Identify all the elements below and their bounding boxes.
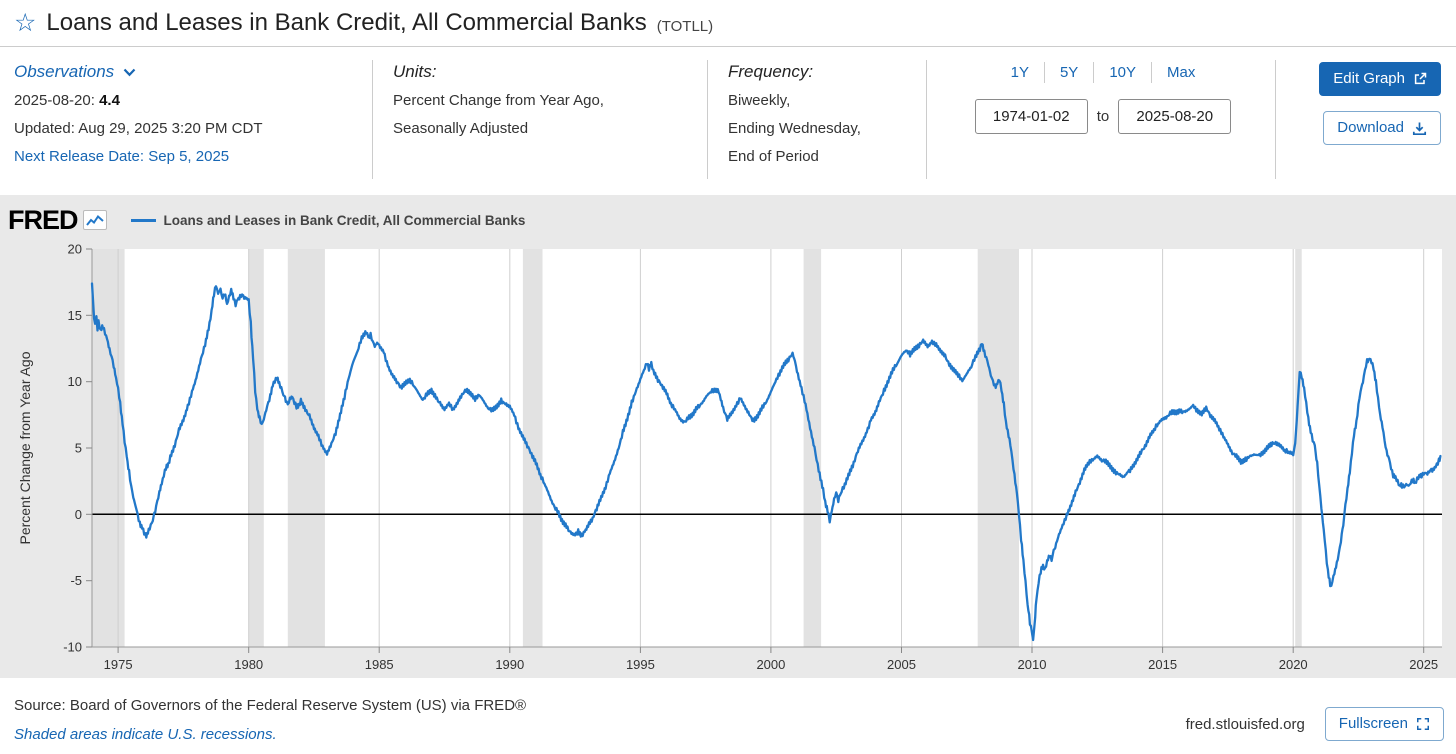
range-selector: 1Y 5Y 10Y Max — [941, 62, 1265, 83]
divider — [1275, 60, 1276, 179]
frequency-line: End of Period — [728, 147, 819, 165]
fred-logo[interactable]: FRED — [8, 205, 107, 236]
chart-panel: FRED Loans and Leases in Bank Credit, Al… — [0, 195, 1456, 678]
svg-text:2020: 2020 — [1279, 657, 1308, 672]
footer-right: fred.stlouisfed.org Fullscreen — [1186, 707, 1444, 743]
fullscreen-label: Fullscreen — [1338, 715, 1408, 732]
svg-text:2025: 2025 — [1409, 657, 1438, 672]
svg-text:5: 5 — [75, 441, 82, 456]
svg-text:-5: -5 — [70, 573, 82, 588]
range-10y-link[interactable]: 10Y — [1109, 64, 1137, 81]
legend-line-swatch — [130, 218, 156, 222]
source-text: Source: Board of Governors of the Federa… — [14, 697, 527, 715]
units-line: Seasonally Adjusted — [393, 119, 529, 137]
svg-text:2005: 2005 — [887, 657, 916, 672]
svg-text:0: 0 — [75, 507, 82, 522]
date-range-inputs: to — [941, 99, 1265, 134]
units-label: Units: — [393, 62, 437, 81]
latest-observation-date: 2025-08-20: — [14, 92, 95, 109]
svg-text:20: 20 — [68, 242, 82, 257]
svg-text:2010: 2010 — [1018, 657, 1047, 672]
fred-sparkline-icon — [82, 210, 107, 230]
chart-legend[interactable]: Loans and Leases in Bank Credit, All Com… — [130, 212, 526, 228]
edit-graph-label: Edit Graph — [1333, 70, 1405, 87]
latest-observation: 2025-08-20: 4.4 — [14, 92, 356, 111]
svg-text:1980: 1980 — [234, 657, 263, 672]
favorite-star-icon[interactable]: ☆ — [14, 8, 37, 37]
external-link-icon — [1414, 72, 1427, 85]
divider — [1043, 62, 1045, 83]
recessions-note-link[interactable]: Shaded areas indicate U.S. recessions. — [14, 726, 277, 743]
series-info-bar: Observations 2025-08-20: 4.4 Updated: Au… — [0, 47, 1456, 195]
date-range-section: 1Y 5Y 10Y Max to — [927, 60, 1275, 179]
range-5y-link[interactable]: 5Y — [1059, 64, 1079, 81]
fred-logo-text: FRED — [8, 204, 78, 235]
divider — [1151, 62, 1153, 83]
svg-text:-10: -10 — [63, 640, 82, 655]
svg-text:2015: 2015 — [1148, 657, 1177, 672]
svg-text:Percent Change from Year Ago: Percent Change from Year Ago — [17, 351, 33, 544]
frequency-section: Frequency: Biweekly, Ending Wednesday, E… — [708, 60, 926, 179]
divider — [372, 60, 373, 179]
download-label: Download — [1337, 119, 1404, 136]
range-1y-link[interactable]: 1Y — [1010, 64, 1029, 81]
next-release-link[interactable]: Next Release Date: Sep 5, 2025 — [14, 147, 230, 165]
chart-header: FRED Loans and Leases in Bank Credit, Al… — [0, 205, 1456, 235]
chart-plot[interactable]: 1975 1980 1985 1990 1995 2000 2005 2010 2015 2020… — [0, 235, 1456, 678]
divider — [1093, 62, 1095, 83]
svg-text:1985: 1985 — [365, 657, 394, 672]
edit-graph-button[interactable]: Edit Graph — [1319, 62, 1441, 96]
start-date-input[interactable] — [974, 99, 1088, 134]
series-ticker: (TOTLL) — [656, 17, 714, 35]
svg-text:10: 10 — [68, 374, 82, 389]
observations-label: Observations — [14, 62, 115, 81]
chevron-down-icon — [123, 68, 136, 76]
units-section: Units: Percent Change from Year Ago, Sea… — [373, 60, 707, 179]
frequency-label: Frequency: — [728, 62, 814, 81]
units-line: Percent Change from Year Ago, — [393, 92, 604, 109]
fullscreen-icon — [1417, 718, 1429, 730]
svg-text:15: 15 — [68, 308, 82, 323]
divider — [707, 60, 708, 179]
range-max-link[interactable]: Max — [1167, 64, 1196, 81]
to-label: to — [1096, 108, 1110, 125]
download-button[interactable]: Download — [1323, 111, 1441, 145]
actions-section: Edit Graph Download — [1276, 60, 1456, 179]
end-date-input[interactable] — [1118, 99, 1232, 134]
divider — [926, 60, 927, 179]
observations-dropdown[interactable]: Observations — [14, 62, 356, 82]
svg-text:1990: 1990 — [495, 657, 524, 672]
svg-text:2000: 2000 — [756, 657, 785, 672]
observations-section: Observations 2025-08-20: 4.4 Updated: Au… — [0, 60, 372, 179]
svg-text:1975: 1975 — [104, 657, 133, 672]
series-header: ☆ Loans and Leases in Bank Credit, All C… — [0, 0, 1456, 47]
site-url: fred.stlouisfed.org — [1185, 715, 1305, 733]
fullscreen-button[interactable]: Fullscreen — [1324, 707, 1444, 741]
page-footer: Source: Board of Governors of the Federa… — [0, 678, 1456, 754]
svg-text:1995: 1995 — [626, 657, 655, 672]
page-title: Loans and Leases in Bank Credit, All Com… — [46, 9, 647, 36]
frequency-line: Biweekly, — [728, 92, 791, 109]
updated-text: Updated: Aug 29, 2025 3:20 PM CDT — [14, 119, 263, 137]
footer-left: Source: Board of Governors of the Federa… — [14, 697, 526, 743]
legend-label: Loans and Leases in Bank Credit, All Com… — [163, 212, 526, 228]
download-icon — [1412, 122, 1427, 135]
latest-observation-value: 4.4 — [99, 92, 120, 109]
frequency-line: Ending Wednesday, — [728, 119, 861, 137]
